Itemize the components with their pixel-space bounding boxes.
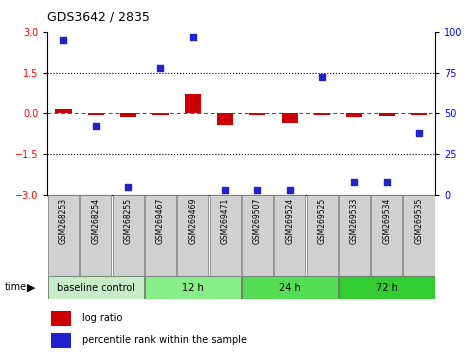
Text: GSM269525: GSM269525 [317,198,326,244]
Text: log ratio: log ratio [82,313,123,323]
Bar [80,195,111,276]
Text: GSM269507: GSM269507 [253,198,262,244]
Bar [242,276,338,299]
Bar [217,113,233,126]
Bar [145,276,241,299]
Text: GDS3642 / 2835: GDS3642 / 2835 [47,10,150,23]
Bar [403,195,435,276]
Text: 72 h: 72 h [376,282,398,293]
Bar [51,311,70,326]
Text: 12 h: 12 h [182,282,203,293]
Bar [346,113,362,116]
Text: ▶: ▶ [26,282,35,292]
Bar [145,195,176,276]
Bar [152,113,168,115]
Bar [371,195,402,276]
Bar [307,195,338,276]
Point [157,65,164,70]
Bar [48,276,144,299]
Text: GSM269535: GSM269535 [414,198,423,244]
Bar [210,195,241,276]
Text: time: time [5,282,27,292]
Text: GSM269471: GSM269471 [220,198,229,244]
Text: GSM269524: GSM269524 [285,198,294,244]
Point [318,75,326,80]
Bar [242,195,273,276]
Point [221,187,229,193]
Text: 24 h: 24 h [279,282,300,293]
Text: GSM269469: GSM269469 [188,198,197,244]
Text: GSM269467: GSM269467 [156,198,165,244]
Point [254,187,261,193]
Bar [411,113,427,115]
Bar [249,113,265,115]
Point [286,187,293,193]
Text: GSM268255: GSM268255 [123,198,132,244]
Point [383,179,390,184]
Text: GSM268254: GSM268254 [91,198,100,244]
Bar [51,333,70,348]
Bar [55,109,71,113]
Bar [177,195,208,276]
Bar [88,113,104,115]
Text: baseline control: baseline control [57,282,135,293]
Text: GSM269534: GSM269534 [382,198,391,244]
Text: GSM268253: GSM268253 [59,198,68,244]
Bar [339,195,370,276]
Bar [184,94,201,113]
Point [60,37,67,43]
Point [350,179,358,184]
Text: percentile rank within the sample: percentile rank within the sample [82,335,247,345]
Bar [281,113,298,123]
Bar [314,113,330,115]
Point [189,34,196,40]
Bar [339,276,435,299]
Point [124,184,132,189]
Text: GSM269533: GSM269533 [350,198,359,244]
Point [92,124,99,129]
Bar [120,113,136,116]
Point [415,130,423,136]
Bar [48,195,79,276]
Bar [274,195,305,276]
Bar [378,113,395,116]
Bar [113,195,144,276]
